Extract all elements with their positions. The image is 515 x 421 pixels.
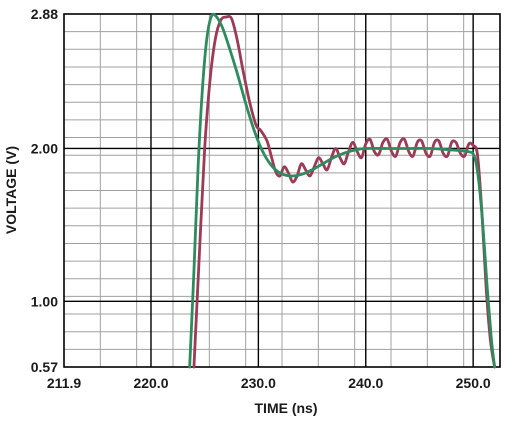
y-tick-labels: 0.57 1.00 2.00 2.88 [31,6,58,375]
plot-frame [63,13,501,368]
y-tick-label: 2.00 [31,140,58,156]
y-axis-label: VOLTAGE (V) [3,146,19,234]
x-tick-label: 250.0 [456,375,491,391]
series-line [192,14,497,369]
series-layer [188,12,497,369]
x-tick-label: 230.0 [241,375,276,391]
series-line [188,12,497,369]
major-grid [64,14,500,367]
minor-grid [64,14,500,367]
x-tick-label: 240.0 [348,375,383,391]
x-tick-labels: 211.9 220.0 230.0 240.0 250.0 [47,375,491,391]
x-tick-label: 211.9 [47,375,81,391]
x-tick-label: 220.0 [133,375,168,391]
y-tick-label: 0.57 [31,359,58,375]
y-tick-label: 1.00 [31,293,58,309]
x-axis-label: TIME (ns) [255,400,318,416]
y-tick-label: 2.88 [31,6,58,22]
